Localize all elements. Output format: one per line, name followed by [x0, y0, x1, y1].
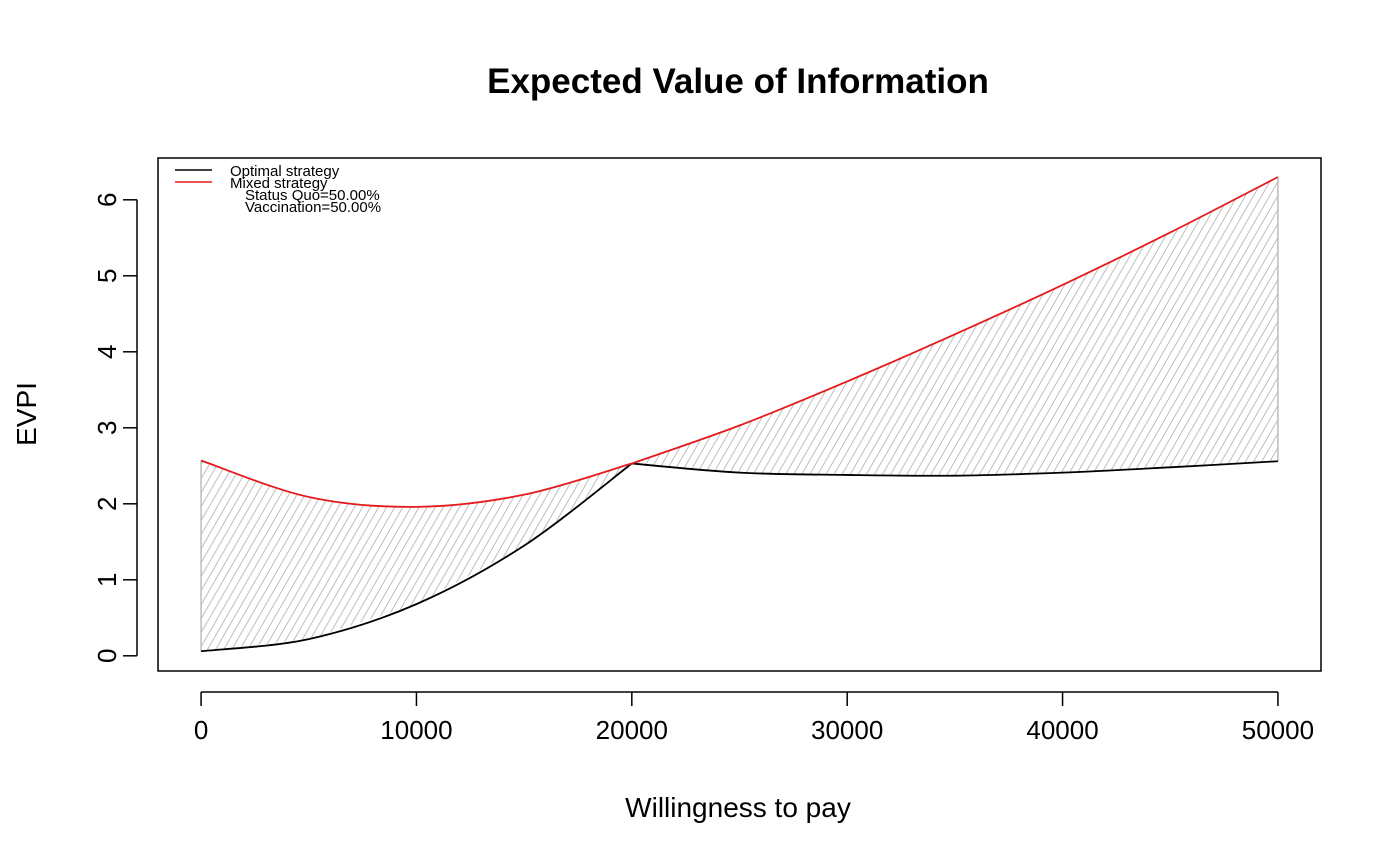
x-axis: 0 10000 20000 30000 40000 50000 — [194, 691, 1314, 745]
x-tick-label: 20000 — [596, 715, 668, 745]
plot-frame — [157, 157, 1322, 672]
y-tick-label: 5 — [92, 269, 122, 283]
x-tick-label: 50000 — [1242, 715, 1314, 745]
y-tick-label: 2 — [92, 497, 122, 511]
legend-label-vaccination: Vaccination=50.00% — [245, 199, 381, 216]
y-tick-label: 3 — [92, 421, 122, 435]
legend-label-optimal: Optimal strategy — [230, 163, 340, 180]
legend: Optimal strategy Mixed strategy Status Q… — [175, 163, 381, 216]
chart-title: Expected Value of Information — [487, 62, 989, 101]
series-layer — [200, 176, 1279, 653]
x-axis-label: Willingness to pay — [625, 792, 851, 823]
y-tick-label: 4 — [92, 345, 122, 359]
x-tick-label: 40000 — [1026, 715, 1098, 745]
y-tick-label: 6 — [92, 193, 122, 207]
y-tick-label: 0 — [92, 649, 122, 663]
y-axis-label: EVPI — [11, 382, 42, 446]
x-tick-label: 30000 — [811, 715, 883, 745]
x-tick-label: 0 — [194, 715, 208, 745]
y-tick-label: 1 — [92, 573, 122, 587]
series-line-optimal — [200, 460, 1278, 653]
series-line-mixed — [200, 176, 1279, 508]
x-tick-label: 10000 — [380, 715, 452, 745]
legend-label-status-quo: Status Quo=50.00% — [245, 187, 380, 204]
evpi-gap-fill — [201, 177, 1278, 652]
legend-label-mixed: Mixed strategy — [230, 175, 328, 192]
y-axis: 0 1 2 3 4 5 6 — [92, 193, 138, 663]
